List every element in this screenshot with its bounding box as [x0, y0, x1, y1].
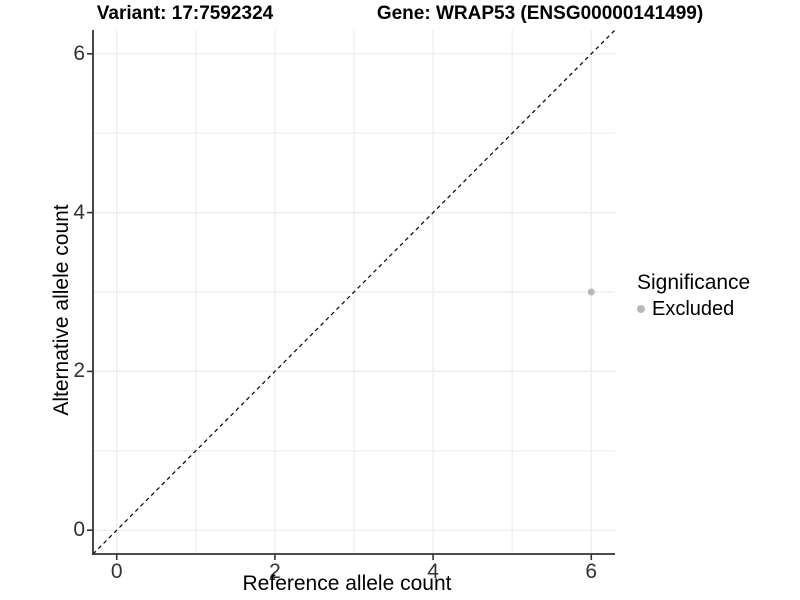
legend-item: Excluded: [633, 297, 750, 321]
identity-diagonal-dashed-line: [92, 29, 616, 555]
legend: Significance Excluded: [633, 270, 750, 321]
y-tick-label: 0: [73, 518, 85, 542]
x-tick-label: 6: [585, 560, 598, 583]
y-tick-label: 6: [73, 41, 85, 65]
y-tick-label: 2: [73, 359, 85, 383]
legend-items: Excluded: [633, 297, 750, 321]
data-point: [587, 288, 595, 296]
legend-item-label: Excluded: [652, 298, 735, 320]
y-tick-label: 4: [73, 200, 85, 224]
x-tick-label: 2: [269, 560, 281, 583]
plot-title-variant: Variant: 17:7592324: [96, 3, 274, 24]
x-tick-label: 0: [110, 560, 123, 583]
x-axis-title: Reference allele count: [242, 572, 452, 595]
y-axis-title: Alternative allele count: [50, 204, 73, 416]
x-tick-label: 4: [427, 560, 439, 583]
plot-title-gene: Gene: WRAP53 (ENSG00000141499): [376, 3, 704, 24]
legend-title: Significance: [637, 271, 751, 294]
legend-key-dot-icon: [637, 305, 645, 313]
